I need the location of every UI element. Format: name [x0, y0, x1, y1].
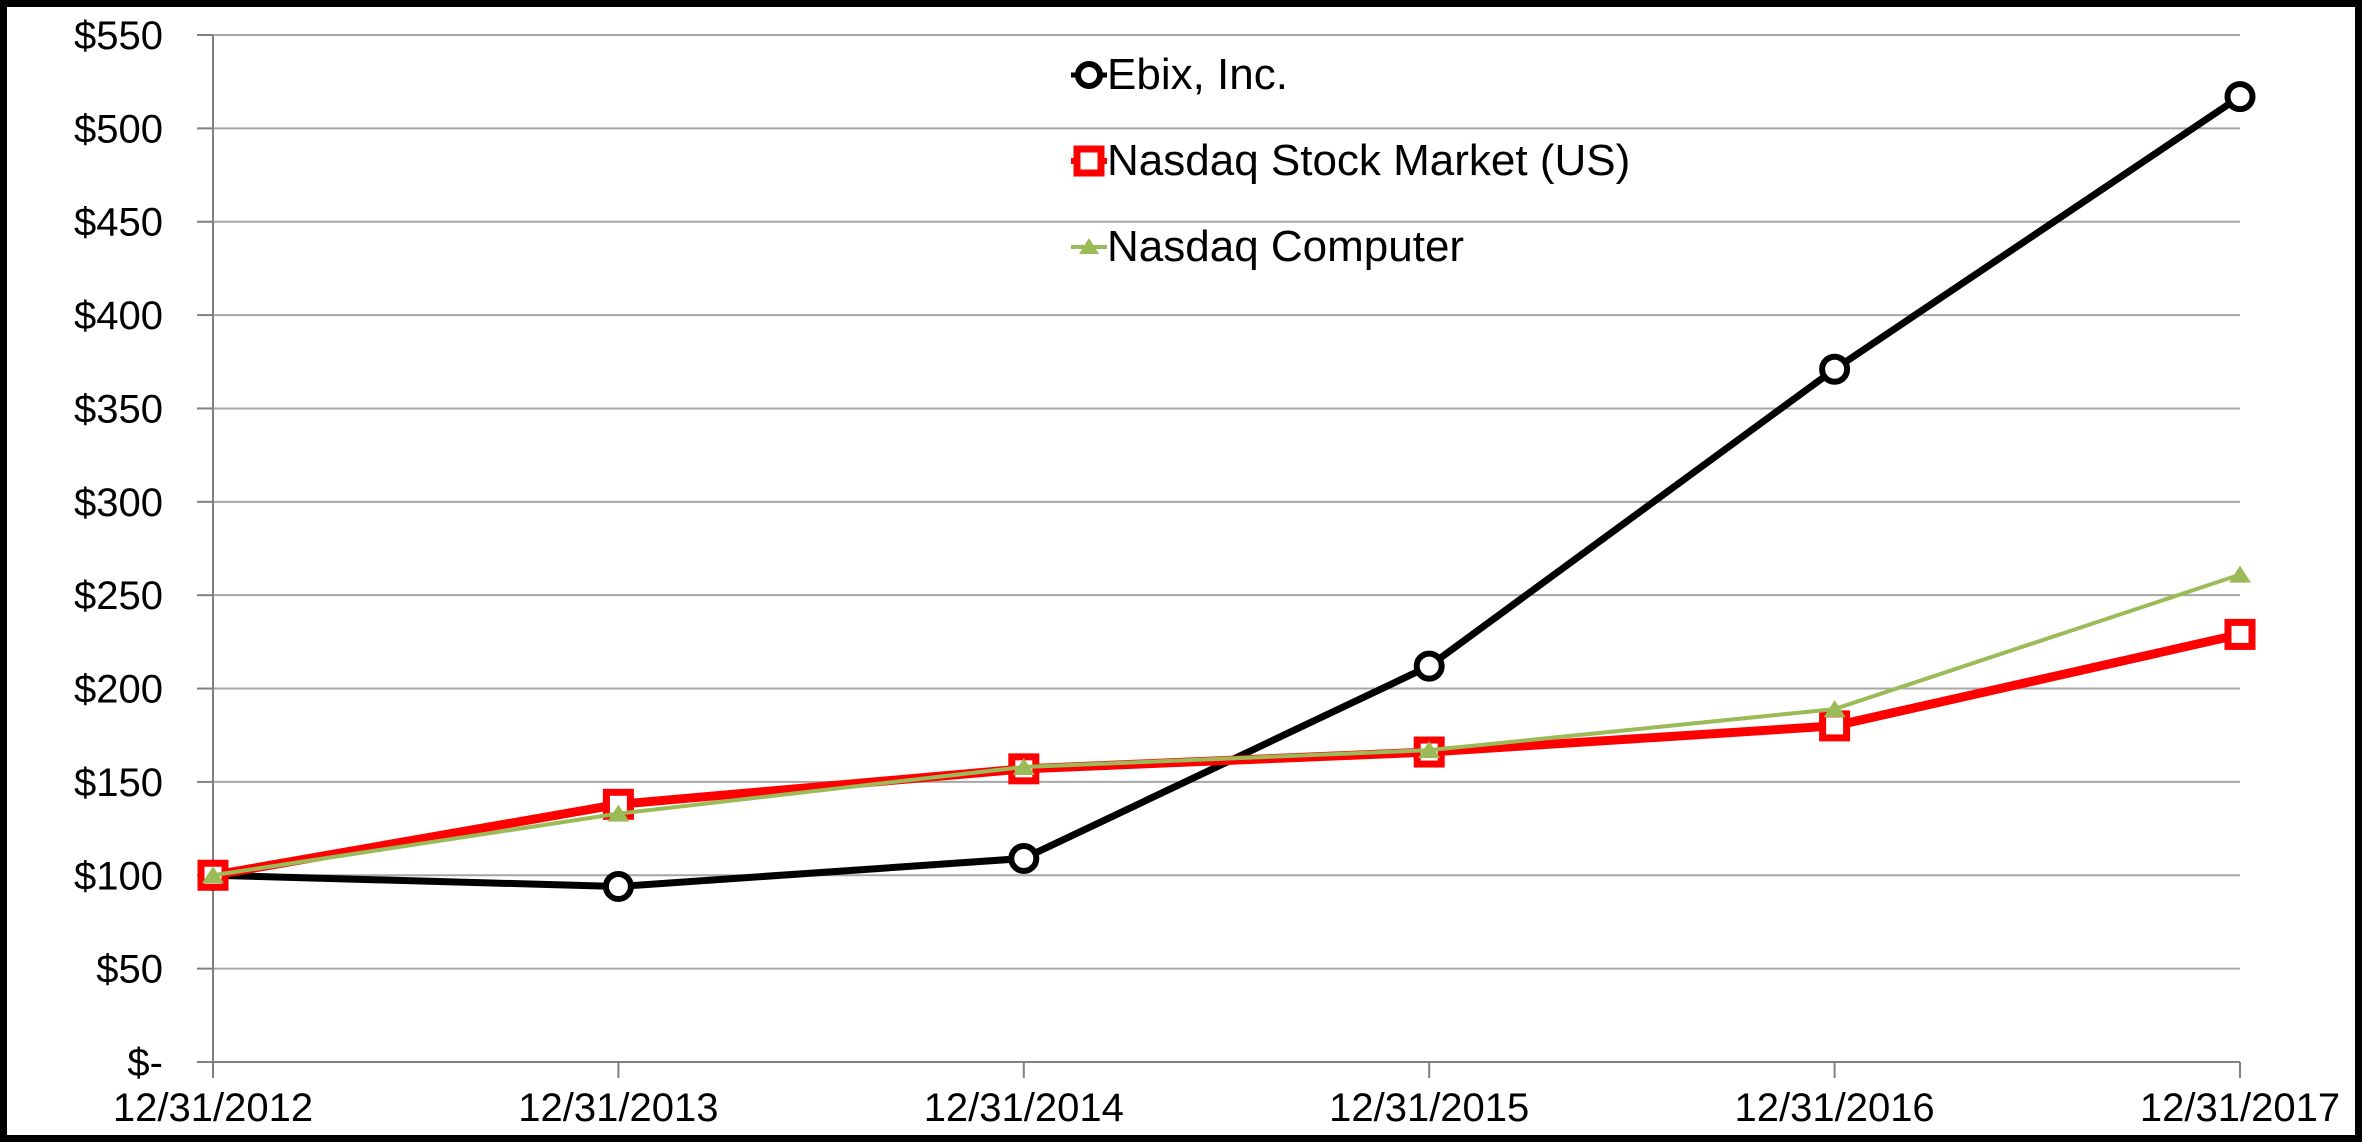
- x-tick-label: 12/31/2016: [1734, 1086, 1934, 1130]
- legend-item-nasdaq-computer: Nasdaq Computer: [1071, 204, 1630, 290]
- y-tick-label: $400: [74, 294, 163, 338]
- data-point-circle: [1819, 353, 1851, 385]
- data-point-square: [1819, 710, 1851, 742]
- x-tick-label: 12/31/2012: [113, 1086, 313, 1130]
- y-tick-label: $50: [96, 948, 163, 992]
- y-tick-label: $150: [74, 761, 163, 805]
- y-tick-label: $450: [74, 201, 163, 245]
- data-point-triangle: [1823, 700, 1846, 718]
- legend-label-ebix: Ebix, Inc.: [1107, 50, 1288, 99]
- legend-item-nasdaq-us: Nasdaq Stock Market (US): [1071, 118, 1630, 204]
- y-tick-label: $100: [74, 854, 163, 898]
- data-point-triangle: [202, 866, 224, 884]
- data-point-circle: [2224, 81, 2256, 113]
- data-point-circle: [1008, 842, 1040, 874]
- data-point-triangle: [2229, 565, 2251, 583]
- y-tick-label: $500: [74, 107, 163, 151]
- data-point-circle: [1413, 650, 1445, 682]
- legend-label-nasdaq-us: Nasdaq Stock Market (US): [1107, 136, 1631, 185]
- x-tick-label: 12/31/2013: [518, 1086, 718, 1130]
- legend-item-ebix: Ebix, Inc.: [1071, 32, 1630, 118]
- x-tick-label: 12/31/2017: [2140, 1086, 2340, 1130]
- data-point-circle: [602, 870, 634, 902]
- circle-marker-icon: [1071, 61, 1107, 89]
- data-point-triangle: [1418, 741, 1441, 759]
- y-tick-label: $550: [74, 14, 163, 58]
- y-tick-label: $350: [74, 387, 163, 431]
- data-point-triangle: [607, 804, 630, 822]
- data-point-triangle: [1012, 757, 1035, 775]
- x-tick-label: 12/31/2015: [1329, 1086, 1529, 1130]
- y-tick-label: $200: [74, 668, 163, 712]
- series-line-1: [208, 629, 2245, 880]
- x-tick-label: 12/31/2014: [924, 1086, 1124, 1130]
- triangle-marker-icon: [1071, 238, 1107, 254]
- y-tick-label: $300: [74, 481, 163, 525]
- y-tick-label: $-: [127, 1041, 163, 1085]
- series-line-2: [211, 572, 2242, 878]
- data-point-square: [2224, 618, 2256, 650]
- chart-legend: Ebix, Inc. Nasdaq Stock Market (US) Nasd…: [1071, 32, 1630, 290]
- square-marker-icon: [1071, 145, 1107, 177]
- legend-label-nasdaq-computer: Nasdaq Computer: [1107, 222, 1465, 271]
- y-tick-label: $250: [74, 574, 163, 618]
